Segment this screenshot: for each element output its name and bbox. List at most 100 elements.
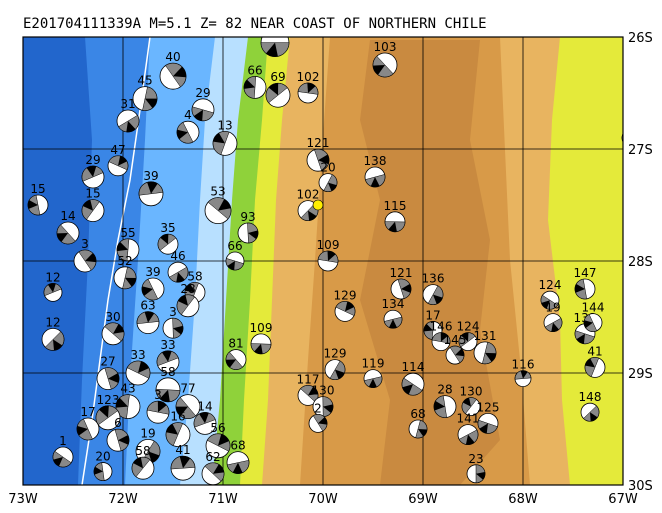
focal-mechanism: 109 [250,321,272,355]
depth-label: 115 [384,199,407,213]
depth-label: 31 [120,97,135,111]
beachball-compression [308,386,318,396]
depth-label: 3 [154,388,162,402]
depth-label: 63 [140,299,155,313]
depth-label: 69 [270,70,285,84]
beachball-compression [335,369,345,380]
focal-mechanism: 52 [113,254,137,290]
focal-mechanism: 58 [131,444,155,480]
focal-mechanism: 148 [579,390,601,422]
focal-mechanism: 109 [317,238,339,272]
focal-mechanism: 27 [96,355,120,391]
beachball-compression [142,286,153,296]
focal-mechanism: 6 [106,416,130,452]
beachball-compression [162,350,172,362]
depth-label: 58 [160,365,175,379]
depth-label: 15 [30,182,45,196]
focal-mechanism: 33 [156,338,180,374]
depth-label: 144 [582,301,605,315]
beachball-compression [551,322,559,332]
depth-label: 24 [623,116,638,130]
depth-label: 30 [105,310,120,324]
beachball-compression [308,210,317,221]
focal-mechanism: 12 [41,315,65,351]
beachball-compression [345,301,355,312]
beachball-compression [248,230,258,239]
beachball-compression [199,412,209,424]
beachball-compression [82,199,93,211]
beachball-compression [126,121,136,133]
focal-mechanism: 131 [474,329,496,365]
focal-mechanism: 28 [176,282,200,318]
focal-mechanism: 53 [204,185,232,225]
depth-label: 45 [137,74,152,88]
focal-mechanism: 29 [191,86,215,122]
depth-label: 125 [477,400,500,414]
beachball-compression [465,434,475,445]
beachball-compression [138,361,149,373]
y-axis-label: 29S [628,367,653,382]
depth-label: 53 [210,185,225,199]
focal-mechanism: 55 [116,226,140,262]
focal-mechanism: 41 [170,443,196,481]
focal-mechanism: 129 [334,288,357,322]
depth-label: 19 [545,301,560,315]
beachball-compression [485,352,496,362]
beachball-compression [108,373,120,383]
focal-mechanism: 121 [307,136,329,172]
beachball-compression [166,423,178,435]
depth-label: 124 [539,278,562,292]
depth-label: 129 [334,288,357,302]
focal-mechanism: 123 [95,393,121,431]
focal-mechanism: 20 [318,161,338,193]
focal-mechanism: 20 [93,450,113,481]
depth-label: 129 [324,347,347,361]
beachball-compression [575,284,585,293]
focal-mechanism: 17 [76,405,100,441]
beachball-compression [53,457,63,467]
beachball-compression [148,451,160,463]
x-axis-label: 68W [508,492,538,507]
depth-label: 2 [314,401,322,415]
focal-mechanism: 63 [136,299,160,335]
beachball-compression [520,370,528,379]
depth-label: 130 [460,385,483,399]
focal-mechanism: 58 [155,365,181,403]
depth-label: 29 [85,153,100,167]
beachball-compression [323,404,333,413]
land-orange-3 [360,40,500,485]
beachball-compression [118,435,130,445]
depth-label: 138 [364,154,387,168]
beachball-compression [117,242,128,252]
beachball-compression [541,300,550,309]
beachball-compression [268,83,279,96]
focal-mechanism: 81 [225,337,247,370]
beachball-compression [370,177,380,187]
x-axis-label: 72W [108,492,138,507]
depth-label: 52 [117,254,132,268]
beachball-compression [185,283,195,293]
depth-label: 39 [145,265,160,279]
beachball-compression [440,332,448,342]
depth-label: 17 [80,405,95,419]
beachball-compression [144,311,155,323]
beachball-compression [455,348,464,357]
x-axis-label: 71W [208,492,238,507]
focal-mechanism: 115 [384,199,407,233]
focal-mechanism: 16 [165,410,191,448]
beachball-compression [218,434,230,446]
depth-label: 93 [240,210,255,224]
beachball-compression [94,466,103,475]
beachball-compression [145,98,157,109]
beachball-compression [307,83,316,93]
beachball-compression [401,284,412,293]
focal-mechanism: 68 [226,439,250,475]
focal-mechanism: 146 [430,320,452,352]
beachball-compression [389,319,397,329]
depth-label: 102 [297,188,320,202]
focal-mechanism: 1 [52,434,74,468]
beachball-compression [266,42,278,57]
beachball-compression [53,339,63,351]
beachball-compression [213,464,224,474]
beachball-compression [176,406,188,417]
